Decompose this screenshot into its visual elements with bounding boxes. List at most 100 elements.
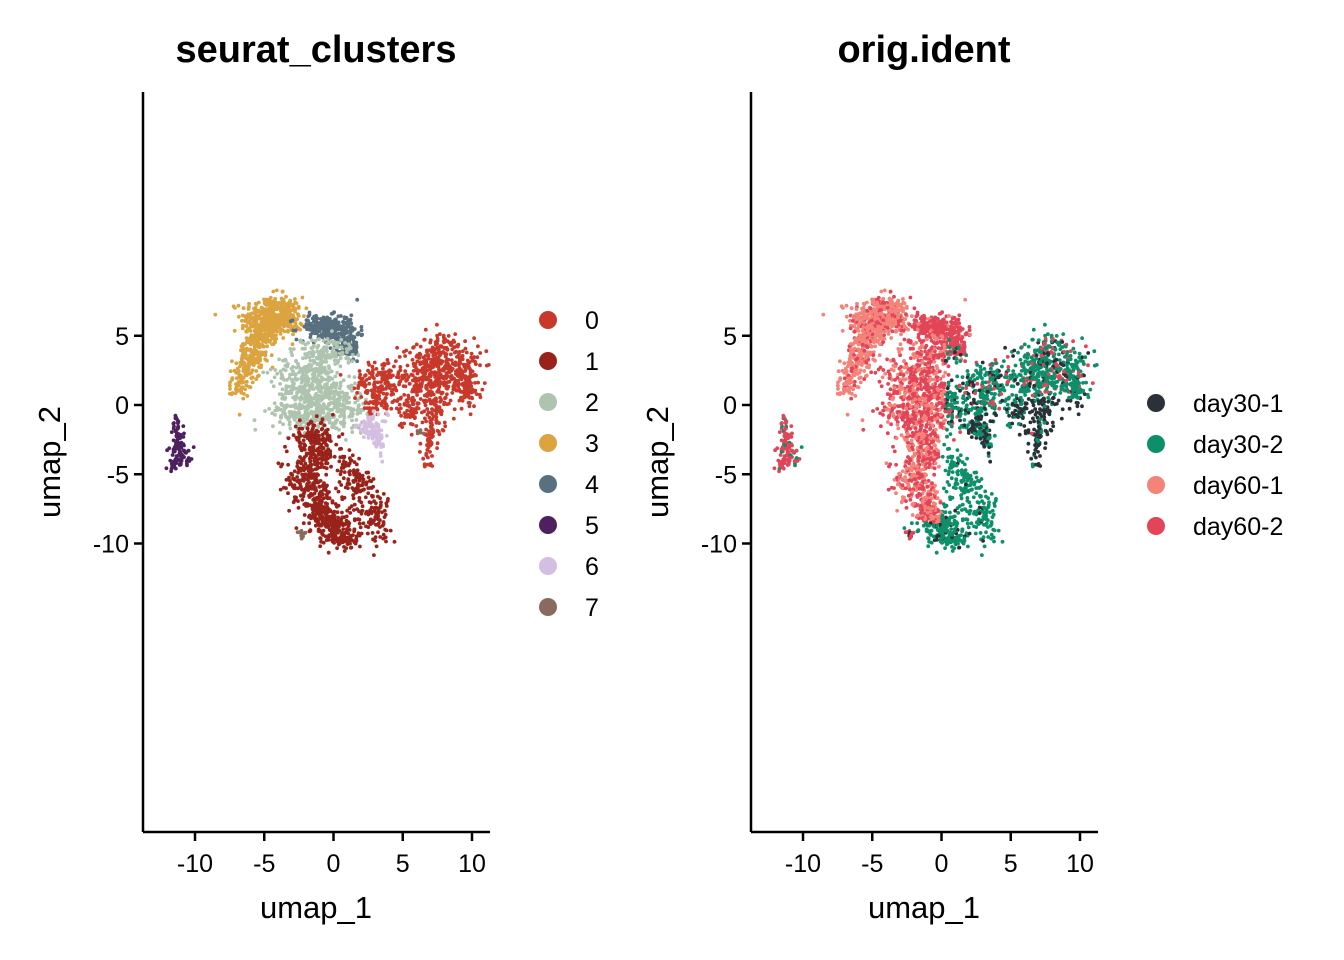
- cell-point: [384, 501, 389, 506]
- x-tick-label: 0: [327, 850, 341, 878]
- cell-point: [866, 323, 870, 328]
- cell-point: [266, 331, 270, 336]
- cell-point: [484, 349, 489, 354]
- cell-point: [269, 379, 274, 384]
- cell-point: [269, 353, 274, 358]
- cell-point: [901, 300, 906, 305]
- cell-point: [316, 480, 320, 485]
- cell-point: [904, 312, 908, 317]
- cell-point: [279, 414, 283, 418]
- cell-point: [416, 406, 421, 411]
- cell-point: [299, 478, 304, 483]
- cell-point: [316, 334, 321, 338]
- cell-point: [372, 440, 377, 445]
- cell-point: [164, 466, 169, 471]
- cell-point: [232, 328, 237, 333]
- cell-point: [185, 463, 189, 468]
- cell-point: [335, 546, 339, 550]
- cell-point: [180, 456, 185, 460]
- cell-point: [431, 346, 436, 351]
- cell-point: [955, 334, 960, 339]
- cell-point: [359, 328, 364, 333]
- cell-point: [290, 342, 295, 347]
- cell-point: [322, 431, 327, 435]
- cell-point: [305, 477, 309, 482]
- panel-title: orig.ident: [837, 29, 1010, 71]
- cell-point: [474, 362, 478, 366]
- cell-point: [316, 343, 321, 348]
- cell-point: [940, 310, 944, 315]
- cell-point: [335, 504, 339, 509]
- cell-point: [340, 352, 345, 357]
- cell-point: [279, 328, 283, 333]
- cell-point: [846, 364, 850, 369]
- cell-point: [259, 332, 263, 336]
- cell-point: [378, 535, 383, 539]
- cell-point: [308, 358, 313, 363]
- cell-point: [355, 391, 359, 395]
- cell-point: [307, 514, 312, 518]
- cell-point: [407, 381, 412, 386]
- cell-point: [867, 332, 871, 336]
- cell-point: [395, 375, 399, 379]
- cell-point: [273, 408, 278, 413]
- cell-point: [330, 325, 334, 329]
- cell-point: [335, 510, 340, 515]
- cell-point: [281, 336, 286, 340]
- cell-point: [291, 369, 295, 374]
- cell-point: [240, 362, 245, 367]
- cell-point: [968, 332, 972, 337]
- cell-point: [372, 553, 376, 557]
- cell-point: [888, 289, 893, 294]
- cell-point: [449, 368, 454, 373]
- cell-point: [428, 462, 433, 466]
- cell-point: [330, 423, 335, 427]
- cell-point: [293, 328, 298, 332]
- cell-point: [316, 452, 321, 457]
- cell-point: [251, 359, 256, 363]
- cell-point: [391, 387, 395, 392]
- legend-label: 2: [585, 389, 599, 417]
- cell-point: [325, 427, 330, 432]
- cell-point: [241, 306, 246, 311]
- cell-point: [428, 383, 433, 388]
- cell-point: [862, 330, 866, 334]
- cell-point: [292, 418, 297, 422]
- cell-point: [265, 317, 269, 321]
- cell-point: [317, 386, 321, 391]
- cell-point: [324, 405, 328, 410]
- cell-point: [303, 346, 307, 351]
- cell-point: [236, 369, 241, 373]
- cell-point: [324, 377, 329, 382]
- cell-point: [392, 364, 396, 369]
- cell-point: [412, 398, 417, 403]
- cell-point: [899, 305, 904, 310]
- cell-point: [962, 345, 967, 350]
- cell-point: [402, 375, 407, 380]
- cell-point: [248, 342, 253, 347]
- cell-point: [335, 539, 340, 544]
- cell-point: [330, 329, 334, 333]
- cell-point: [291, 347, 296, 351]
- cell-point: [325, 337, 330, 341]
- cell-point: [392, 398, 397, 403]
- cell-point: [230, 359, 234, 364]
- cell-point: [858, 380, 863, 385]
- cell-point: [332, 310, 336, 315]
- cell-point: [410, 358, 415, 362]
- cell-point: [258, 323, 262, 328]
- cell-point: [447, 379, 452, 384]
- cell-point: [879, 337, 884, 341]
- cell-point: [364, 470, 369, 475]
- cell-point: [348, 346, 353, 351]
- cell-point: [281, 297, 286, 302]
- cell-point: [459, 406, 464, 411]
- cell-point: [302, 419, 306, 424]
- cell-point: [967, 325, 972, 329]
- cell-point: [326, 514, 331, 519]
- cell-point: [334, 389, 339, 394]
- cell-point: [348, 456, 352, 461]
- cell-point: [931, 326, 936, 330]
- cell-point: [346, 520, 351, 525]
- cell-point: [235, 381, 240, 386]
